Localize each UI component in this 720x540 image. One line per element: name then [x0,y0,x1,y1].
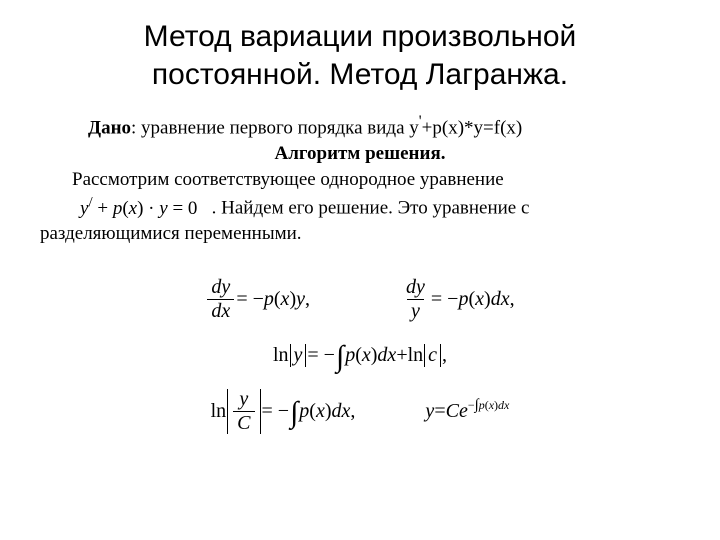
eq-ln-y: lny = −∫p(x)dx + lnc, [273,344,447,367]
row3-rpar: ) [325,400,332,423]
row3-dx: dx [332,400,351,423]
ode-plus: + [93,198,113,219]
inline-ode: y/ + p(x) · y = 0 [40,198,202,219]
ode-zero: 0 [188,198,198,219]
math-row-3: lnyC = −∫p(x)dx, y = Ce−∫p(x)dx [40,389,680,434]
row2-p: p [345,344,355,367]
sol-e: e [459,400,468,423]
row3-lpar: ( [309,400,316,423]
given-line: Дано: уравнение первого порядка вида y'+… [40,111,680,141]
row2-rpar: ) [371,344,378,367]
eq2-prefix: = − [431,288,459,311]
row2-dx: dx [377,344,396,367]
ode-eq: = [168,198,188,219]
ln3: ln [211,400,227,423]
sol-exponent: −∫p(x)dx [468,397,510,414]
eq1-y: y [296,288,305,311]
eq2-dx: dx [491,288,510,311]
row2-plus: + [396,344,407,367]
row3-eq: = − [262,400,290,423]
math-row-1: dy dx = −p(x)y, dy y = −p(x)dx, [40,277,680,322]
consider-line: Рассмотрим соответствующее однородное ур… [40,167,680,193]
eq-dy-dx: dy dx = −p(x)y, [205,277,310,322]
title-line-1: Метод вариации произвольной [144,20,577,53]
den-c: C [233,411,254,434]
title-line-2: постоянной. Метод Лагранжа. [152,58,568,91]
eq2-x: x [475,288,484,311]
algorithm-heading: Алгоритм решения. [40,141,680,167]
sol-eq: = [434,400,445,423]
eq2-rpar: ) [484,288,491,311]
eq2-comma: , [510,288,515,311]
row2-comma: , [442,344,447,367]
slide: Метод вариации произвольной постоянной. … [0,0,720,434]
given-rest: : уравнение первого порядка вида y [131,117,419,138]
num-y: y [235,389,252,411]
sol-y: y [425,400,434,423]
body-text: Дано: уравнение первого порядка вида y'+… [40,111,680,247]
exp-dx: dx [498,398,509,412]
sol-c: C [446,400,459,423]
eq2-p: p [458,288,468,311]
after-ode: . Найдем его решение. Это уравнение с [212,198,530,219]
row2-eq: = − [307,344,335,367]
eq-dy-y: dy y = −p(x)dx, [400,277,515,322]
frac-dy-y: dy y [402,277,429,322]
eq1-p: p [264,288,274,311]
slide-title: Метод вариации произвольной постоянной. … [40,18,680,93]
sep-vars-line: разделяющимися переменными. [40,221,680,247]
eq1-comma: , [305,288,310,311]
eq1-x: x [281,288,290,311]
ode-y2: y [159,198,167,219]
row3-comma: , [350,400,355,423]
row2-x: x [362,344,371,367]
given-rest2: +p(x)*y=f(x) [422,117,523,138]
ln1: ln [273,344,289,367]
eq1-prefix: = − [236,288,264,311]
row3-p: p [299,400,309,423]
row2-lpar: ( [355,344,362,367]
eq-solution: y = Ce−∫p(x)dx [425,400,509,423]
exp-minus: − [468,398,475,412]
given-label: Дано [88,117,131,138]
eq1-lpar: ( [274,288,281,311]
den-dx: dx [207,299,234,322]
num-dy: dy [207,277,234,299]
eq-ln-yc: lnyC = −∫p(x)dx, [211,389,356,434]
abs-c: c [424,344,441,367]
row3-x: x [316,400,325,423]
ode-p: p [113,198,123,219]
ode-and-after: y/ + p(x) · y = 0 . Найдем его решение. … [40,192,680,221]
abs-frac-yc: yC [227,389,260,434]
ode-x: x [129,198,137,219]
abs-y: y [290,344,307,367]
ln2: ln [408,344,424,367]
math-row-2: lny = −∫p(x)dx + lnc, [40,344,680,367]
den-y: y [407,299,424,322]
math-block: dy dx = −p(x)y, dy y = −p(x)dx, lny = −∫… [40,277,680,434]
frac-y-c: yC [233,389,254,434]
num-dy2: dy [402,277,429,299]
ode-dot: · [143,198,159,219]
frac-dy-dx: dy dx [207,277,234,322]
